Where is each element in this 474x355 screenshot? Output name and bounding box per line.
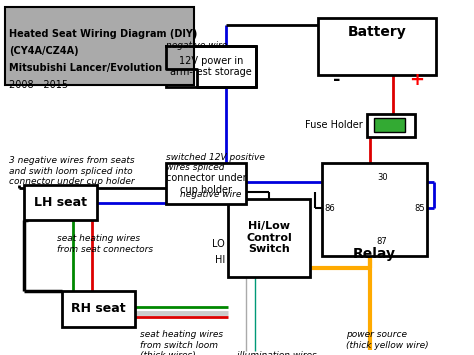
Text: switched 12V positive
wires spliced: switched 12V positive wires spliced (166, 153, 265, 172)
Text: Hi/Low
Control
Switch: Hi/Low Control Switch (246, 221, 292, 255)
Text: Heated Seat Wiring Diagram (DIY): Heated Seat Wiring Diagram (DIY) (9, 29, 198, 39)
Text: Fuse Holder: Fuse Holder (305, 120, 363, 130)
Text: Relay: Relay (353, 247, 396, 261)
Text: LH seat: LH seat (34, 196, 87, 209)
Text: -: - (333, 71, 340, 89)
Text: 2008 - 2015: 2008 - 2015 (9, 80, 69, 90)
Text: 30: 30 (377, 173, 387, 182)
Text: HI: HI (215, 255, 225, 265)
Text: Mitsubishi Lancer/Evolution: Mitsubishi Lancer/Evolution (9, 63, 163, 73)
Bar (228, 199, 310, 277)
Bar (24, 185, 97, 220)
Text: 86: 86 (324, 204, 335, 213)
Text: illumination wires
(thin wires)
* I did not use these: illumination wires (thin wires) * I did … (237, 351, 328, 355)
Text: (CY4A/CZ4A): (CY4A/CZ4A) (9, 46, 79, 56)
Text: seat heating wires
from seat connectors: seat heating wires from seat connectors (57, 234, 153, 254)
Text: negative wire: negative wire (166, 41, 227, 50)
Text: 3 negative wires from seats
and swith loom spliced into
connector under cup hold: 3 negative wires from seats and swith lo… (9, 156, 135, 186)
Bar (318, 18, 436, 75)
Bar (62, 291, 135, 327)
Bar (166, 46, 256, 87)
Bar (166, 163, 246, 204)
Bar (5, 7, 194, 85)
Text: connector under
cup holder: connector under cup holder (166, 173, 246, 195)
Text: +: + (410, 71, 425, 89)
Text: RH seat: RH seat (71, 302, 126, 315)
Text: 85: 85 (414, 204, 425, 213)
Text: LO: LO (212, 239, 225, 249)
Bar (367, 114, 415, 137)
Text: power source
(thick yellow wire): power source (thick yellow wire) (346, 330, 428, 350)
Text: negative wire: negative wire (180, 190, 241, 199)
Bar (374, 118, 405, 132)
Text: 87: 87 (377, 237, 388, 246)
Text: Battery: Battery (347, 25, 406, 39)
Bar (322, 163, 427, 256)
Text: 12V power in
arm-rest storage: 12V power in arm-rest storage (170, 56, 252, 77)
Text: seat heating wires
from switch loom
(thick wires): seat heating wires from switch loom (thi… (140, 330, 223, 355)
